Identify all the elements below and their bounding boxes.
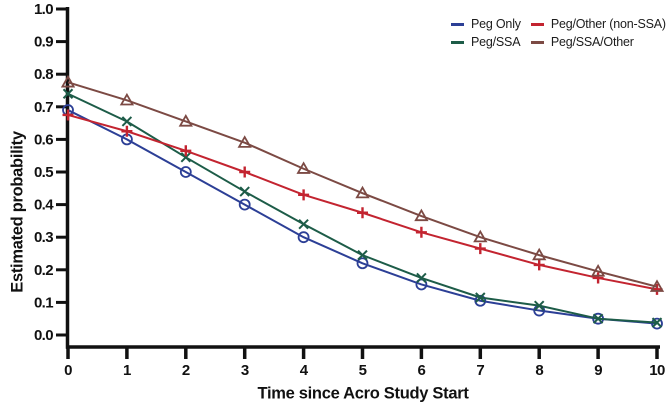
series-peg-ssa-other — [60, 74, 665, 292]
marker-circle — [297, 231, 310, 244]
marker-triangle — [473, 229, 488, 243]
y-tick-label: 0.9 — [34, 34, 53, 51]
marker-plus — [239, 166, 251, 178]
y-tick-label: 0.2 — [34, 262, 53, 279]
x-tick-label: 0 — [64, 362, 72, 379]
legend-label-peg-ssa: Peg/SSA — [471, 35, 521, 49]
marker-plus — [357, 207, 368, 219]
series-peg-ssa — [62, 88, 663, 328]
x-tick-label: 8 — [535, 362, 543, 379]
marker-triangle — [237, 135, 252, 148]
marker-circle — [474, 294, 487, 307]
y-tick-label: 0.4 — [34, 197, 54, 214]
legend-swatch-peg-other-non-ssa — [530, 22, 544, 26]
marker-x — [651, 317, 663, 328]
marker-plus — [533, 259, 545, 271]
y-tick-label: 1.0 — [34, 1, 53, 18]
marker-triangle — [355, 185, 370, 199]
legend-swatch-peg-ssa-other — [530, 40, 544, 44]
legend: Peg Only Peg/SSA Peg/Other (non-SSA) Peg… — [451, 15, 666, 51]
x-tick-label: 3 — [241, 362, 249, 379]
marker-triangle — [60, 74, 76, 88]
marker-plus — [121, 125, 133, 137]
y-tick-label: 0.8 — [34, 66, 53, 83]
axes: 0.0 0.1 0.2 0.3 0.4 0.5 0.6 0.7 0.8 0.9 1.0 0 1 2 3 4 5 6… — [34, 1, 666, 379]
marker-x — [357, 249, 368, 261]
legend-item-peg-ssa-other: Peg/SSA/Other — [530, 35, 666, 49]
marker-circle — [238, 198, 251, 211]
legend-label-peg-other-non-ssa: Peg/Other (non-SSA) — [550, 17, 666, 31]
marker-triangle — [119, 92, 135, 106]
x-tick-label: 7 — [476, 362, 484, 379]
marker-x — [592, 313, 604, 324]
marker-x — [180, 152, 192, 163]
marker-x — [239, 186, 250, 197]
marker-x — [475, 292, 486, 303]
y-tick-label: 0.3 — [34, 229, 53, 246]
marker-x — [533, 300, 545, 311]
marker-circle — [415, 278, 428, 291]
marker-triangle — [414, 208, 429, 222]
marker-circle — [651, 317, 663, 330]
x-tick-label: 10 — [649, 362, 665, 379]
series-line-peg-only — [67, 109, 658, 325]
series-peg-other-non-ssa — [62, 109, 663, 295]
x-tick-label: 6 — [418, 362, 426, 379]
marker-plus — [180, 145, 192, 157]
marker-triangle — [296, 161, 311, 174]
y-axis-title: Estimated probability — [8, 131, 27, 293]
marker-triangle — [532, 247, 547, 261]
y-tick-label: 0.5 — [34, 164, 53, 181]
legend-label-peg-only: Peg Only — [471, 17, 521, 31]
legend-item-peg-only: Peg Only — [451, 17, 521, 31]
x-axis-title: Time since Acro Study Start — [257, 384, 469, 403]
x-tick-label: 9 — [594, 362, 602, 379]
y-tick-label: 0.0 — [34, 327, 53, 344]
x-tick-label: 1 — [123, 362, 131, 379]
legend-swatch-peg-only — [451, 22, 464, 26]
x-tick-label: 2 — [182, 362, 190, 379]
legend-label-peg-ssa-other: Peg/SSA/Other — [550, 35, 634, 49]
marker-plus — [592, 272, 604, 284]
x-tick-label: 4 — [300, 362, 309, 379]
x-tick-label: 5 — [359, 362, 367, 379]
marker-x — [298, 218, 309, 230]
marker-circle — [356, 257, 369, 270]
series-line-peg-ssa-other — [67, 81, 658, 288]
marker-x — [416, 272, 427, 284]
y-tick-label: 0.1 — [34, 294, 53, 311]
marker-plus — [298, 189, 310, 201]
legend-item-peg-ssa: Peg/SSA — [451, 35, 521, 49]
marker-triangle — [590, 264, 606, 277]
marker-x — [121, 116, 133, 127]
marker-triangle — [178, 114, 193, 127]
marker-circle — [179, 166, 192, 178]
y-tick-label: 0.7 — [34, 99, 53, 116]
marker-plus — [474, 243, 486, 255]
marker-triangle — [649, 279, 665, 292]
marker-plus — [415, 226, 427, 238]
marker-x — [62, 88, 74, 99]
y-tick-label: 0.6 — [34, 131, 53, 148]
marker-plus — [62, 109, 74, 121]
legend-swatch-peg-ssa — [451, 40, 464, 44]
legend-item-peg-other-non-ssa: Peg/Other (non-SSA) — [530, 17, 666, 31]
